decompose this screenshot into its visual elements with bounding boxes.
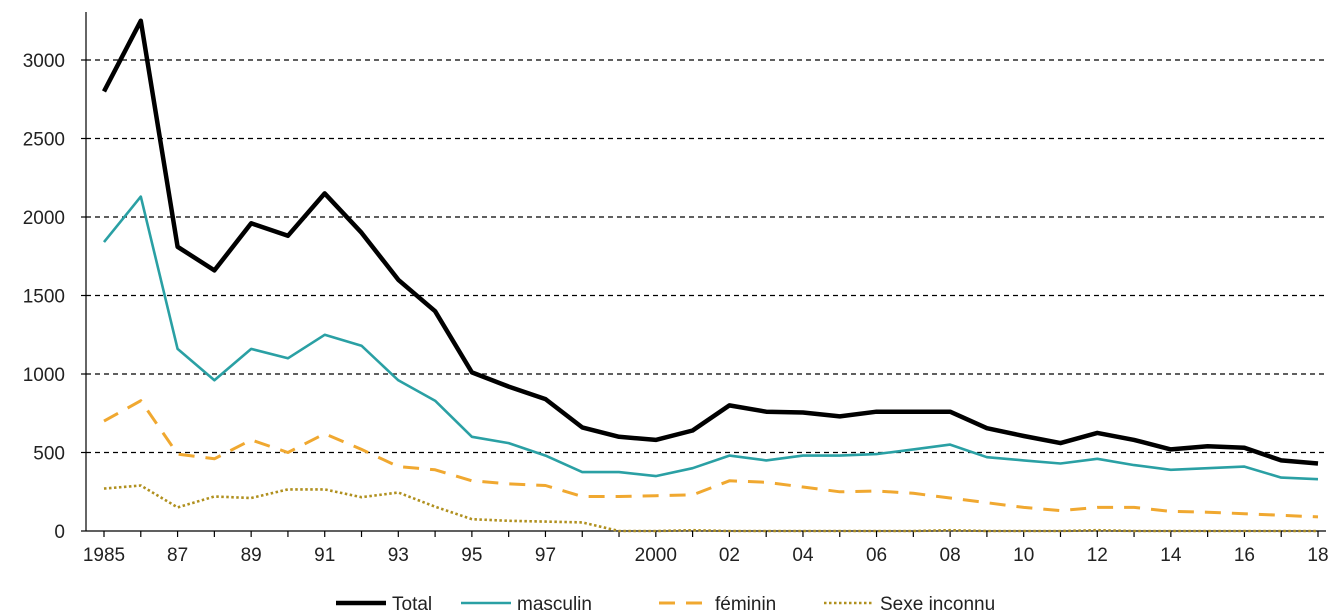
x-tick-label: 89 [241,545,262,566]
y-tick-label: 3000 [23,51,65,72]
y-tick-label: 500 [33,444,65,465]
series-line-sexe-inconnu [103,484,1318,533]
axes [81,12,1326,537]
x-tick-label: 16 [1234,545,1255,566]
x-tick-labels: 1985 87 89 91 93 95 97 2000 02 04 06 08 10 12 14 16 18 [83,545,1329,566]
x-tick-label: 93 [388,545,409,566]
y-tick-label: 2000 [23,208,65,229]
x-tick-label: 10 [1013,545,1034,566]
series-line-féminin [103,399,1319,519]
legend-label: Total [392,594,432,615]
gridlines [86,59,1326,454]
y-tick-labels: 0 500 1000 1500 2000 2500 3000 [23,51,65,543]
x-tick-label: 97 [535,545,556,566]
series-lines [102,18,1319,533]
x-tick-label: 12 [1087,545,1108,566]
y-tick-label: 1000 [23,365,65,386]
y-tick-label: 2500 [23,130,65,151]
x-tick-label: 08 [940,545,961,566]
x-tick-label: 2000 [635,545,677,566]
legend-label: féminin [715,594,776,615]
y-tick-label: 0 [54,522,65,543]
legend-label: masculin [517,594,592,615]
series-line-total [102,18,1319,466]
x-tick-label: 91 [314,545,335,566]
x-tick-label: 04 [792,545,814,566]
x-tick-label: 02 [719,545,740,566]
legend-label: Sexe inconnu [880,594,995,615]
x-tick-label: 95 [461,545,482,566]
x-tick-label: 87 [167,545,188,566]
x-tick-label: 14 [1160,545,1182,566]
x-tick-label: 1985 [83,545,125,566]
y-tick-label: 1500 [23,287,65,308]
x-tick-label: 06 [866,545,887,566]
series-line-masculin [102,195,1319,481]
legend: Total masculin féminin Sexe inconnu [336,594,995,615]
x-tick-label: 18 [1307,545,1328,566]
